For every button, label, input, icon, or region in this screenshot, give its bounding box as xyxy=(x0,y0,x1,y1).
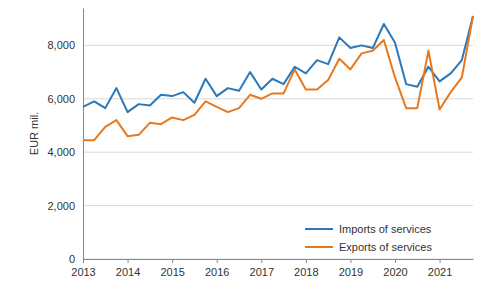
y-tick: 2,000 xyxy=(47,200,83,212)
x-tick: 2013 xyxy=(71,259,95,278)
y-tick: 4,000 xyxy=(47,146,83,158)
series-line xyxy=(83,16,473,140)
x-tick-mark xyxy=(440,259,441,263)
grid-line xyxy=(83,259,473,260)
x-tick-label: 2021 xyxy=(428,266,452,278)
y-axis: 0 2,000 4,000 6,000 8,000 xyxy=(47,9,83,266)
y-tick: 0 xyxy=(69,253,83,265)
x-tick: 2014 xyxy=(116,259,140,278)
x-axis-line xyxy=(84,259,474,260)
x-tick: 2015 xyxy=(160,259,184,278)
x-tick-mark xyxy=(261,259,262,263)
x-tick: 2017 xyxy=(250,259,274,278)
series-line xyxy=(83,16,473,112)
x-axis: 2013 2014 2015 2016 2017 2018 2019 2020 2021 xyxy=(71,259,473,278)
grid-line xyxy=(83,98,473,99)
x-tick: 2018 xyxy=(294,259,318,278)
grid-line xyxy=(83,45,473,46)
y-tick-label: 6,000 xyxy=(47,93,75,105)
legend-label: Exports of services xyxy=(339,241,432,253)
legend-swatch xyxy=(305,228,333,230)
grid xyxy=(83,45,473,259)
y-tick: 6,000 xyxy=(47,93,83,105)
y-tick-label: 0 xyxy=(69,253,75,265)
x-tick-mark xyxy=(172,259,173,263)
legend-swatch xyxy=(305,246,333,248)
y-tick-label: 4,000 xyxy=(47,146,75,158)
chart: 02,0004,0006,0008,0002013201420152016201… xyxy=(0,0,493,304)
plot-area xyxy=(83,16,473,140)
y-axis-title: EUR mil. xyxy=(28,112,40,155)
x-tick: 2019 xyxy=(339,259,363,278)
x-tick-mark xyxy=(306,259,307,263)
x-tick: 2020 xyxy=(383,259,407,278)
grid-line xyxy=(83,205,473,206)
x-tick-label: 2015 xyxy=(160,266,184,278)
legend-label: Imports of services xyxy=(339,223,432,235)
y-tick-label: 8,000 xyxy=(47,39,75,51)
x-tick-mark xyxy=(128,259,129,263)
x-tick-mark xyxy=(350,259,351,263)
y-axis-line xyxy=(83,9,84,260)
x-tick: 2016 xyxy=(205,259,229,278)
x-tick-mark xyxy=(217,259,218,263)
x-tick-label: 2014 xyxy=(116,266,140,278)
x-tick-label: 2013 xyxy=(71,266,95,278)
legend: Imports of services Exports of services xyxy=(305,223,432,253)
x-tick-mark xyxy=(395,259,396,263)
x-tick-label: 2020 xyxy=(383,266,407,278)
grid-line xyxy=(83,152,473,153)
x-tick-label: 2019 xyxy=(339,266,363,278)
x-tick-mark xyxy=(83,259,84,263)
x-tick: 2021 xyxy=(428,259,452,278)
x-tick-label: 2017 xyxy=(250,266,274,278)
y-tick-label: 2,000 xyxy=(47,200,75,212)
x-tick-label: 2018 xyxy=(294,266,318,278)
x-tick-label: 2016 xyxy=(205,266,229,278)
y-tick: 8,000 xyxy=(47,39,83,51)
